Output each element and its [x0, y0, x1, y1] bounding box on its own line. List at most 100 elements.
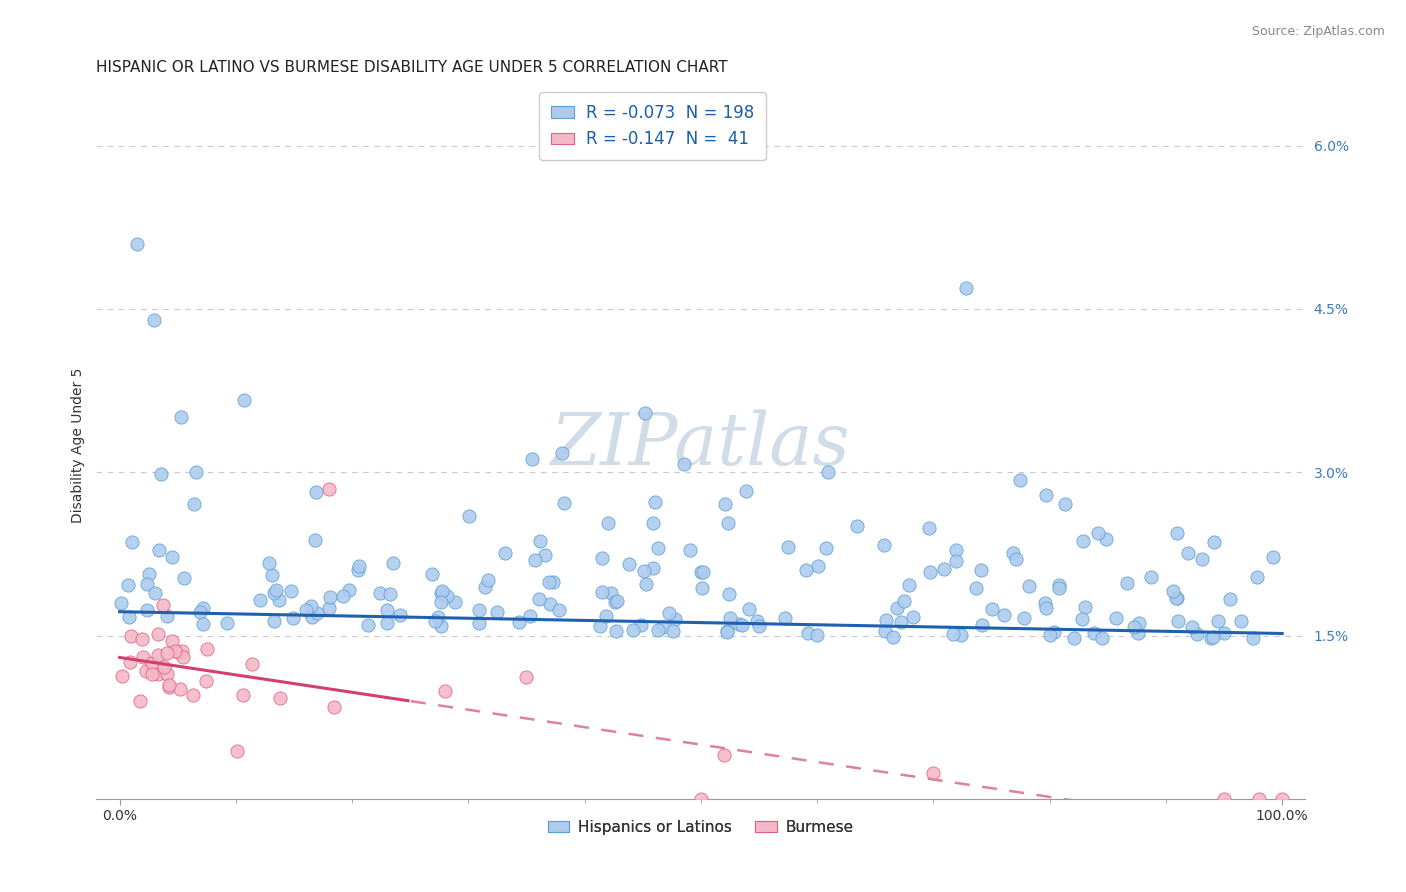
Point: [494, 546, 516, 560]
Point: [806, 628, 828, 642]
Point: [918, 565, 941, 579]
Point: [1047, 578, 1070, 592]
Point: [893, 594, 915, 608]
Point: [605, 624, 627, 638]
Point: [135, 577, 157, 591]
Point: [138, 566, 160, 581]
Point: [1018, 579, 1040, 593]
Point: [152, 660, 174, 674]
Point: [903, 610, 925, 624]
Point: [598, 516, 620, 530]
Point: [630, 618, 652, 632]
Point: [1083, 626, 1105, 640]
Text: ZIPatlas: ZIPatlas: [551, 409, 851, 480]
Point: [1005, 551, 1028, 566]
Point: [160, 633, 183, 648]
Point: [1053, 497, 1076, 511]
Point: [186, 465, 208, 479]
Point: [457, 509, 479, 524]
Point: [443, 595, 465, 609]
Point: [125, 236, 148, 251]
Point: [146, 627, 169, 641]
Point: [141, 656, 163, 670]
Point: [1204, 535, 1226, 549]
Point: [1191, 552, 1213, 566]
Point: [644, 494, 666, 508]
Point: [1202, 631, 1225, 645]
Point: [132, 650, 155, 665]
Point: [689, 792, 711, 806]
Point: [1213, 626, 1236, 640]
Point: [621, 624, 644, 638]
Point: [1185, 627, 1208, 641]
Point: [264, 583, 287, 598]
Point: [970, 618, 993, 632]
Point: [690, 581, 713, 595]
Point: [647, 623, 669, 637]
Point: [1035, 596, 1057, 610]
Point: [170, 410, 193, 425]
Point: [155, 667, 177, 681]
Point: [322, 700, 344, 714]
Point: [1128, 616, 1150, 631]
Point: [232, 392, 254, 407]
Point: [714, 497, 737, 511]
Point: [240, 657, 263, 672]
Point: [775, 611, 797, 625]
Point: [589, 619, 612, 633]
Point: [945, 554, 967, 568]
Point: [1071, 612, 1094, 626]
Text: Source: ZipAtlas.com: Source: ZipAtlas.com: [1251, 25, 1385, 38]
Point: [195, 642, 218, 657]
Point: [295, 603, 318, 617]
Point: [529, 534, 551, 549]
Point: [193, 600, 215, 615]
Point: [661, 624, 683, 638]
Point: [527, 592, 550, 607]
Point: [553, 495, 575, 509]
Point: [249, 593, 271, 607]
Point: [882, 630, 904, 644]
Point: [118, 655, 141, 669]
Point: [595, 608, 617, 623]
Point: [875, 613, 897, 627]
Point: [378, 586, 401, 600]
Point: [155, 646, 177, 660]
Point: [226, 744, 249, 758]
Point: [679, 543, 702, 558]
Point: [129, 693, 152, 707]
Point: [815, 541, 838, 555]
Point: [429, 586, 451, 600]
Point: [1181, 620, 1204, 634]
Point: [1002, 546, 1025, 560]
Point: [474, 580, 496, 594]
Point: [172, 650, 194, 665]
Point: [195, 674, 218, 689]
Point: [157, 680, 180, 694]
Point: [748, 618, 770, 632]
Point: [898, 578, 921, 592]
Point: [727, 616, 749, 631]
Point: [652, 620, 675, 634]
Point: [1247, 792, 1270, 806]
Point: [1126, 626, 1149, 640]
Point: [427, 610, 450, 624]
Point: [1166, 591, 1188, 605]
Point: [1010, 473, 1032, 487]
Point: [160, 550, 183, 565]
Point: [538, 575, 561, 590]
Point: [149, 467, 172, 481]
Point: [368, 586, 391, 600]
Point: [664, 612, 686, 626]
Point: [143, 313, 166, 327]
Point: [1167, 614, 1189, 628]
Point: [551, 446, 574, 460]
Point: [257, 557, 280, 571]
Point: [718, 610, 741, 624]
Point: [117, 578, 139, 592]
Point: [548, 603, 571, 617]
Point: [515, 670, 537, 684]
Point: [157, 677, 180, 691]
Point: [520, 452, 543, 467]
Point: [305, 606, 328, 620]
